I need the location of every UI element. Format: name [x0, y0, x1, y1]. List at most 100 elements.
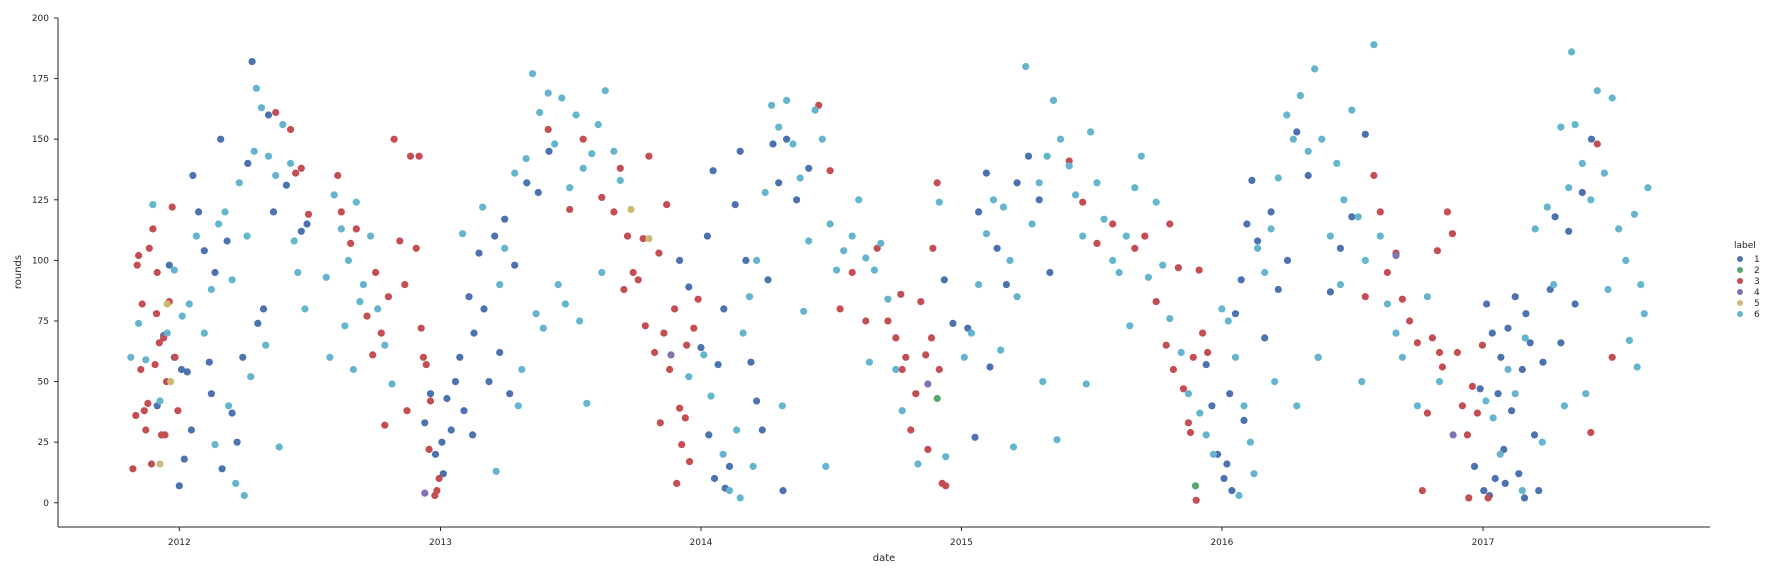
data-point	[372, 268, 380, 277]
data-point	[558, 94, 566, 102]
data-point	[1501, 479, 1509, 487]
data-point	[1267, 225, 1275, 233]
x-tick-label: 2016	[1210, 538, 1233, 548]
data-point	[211, 268, 219, 277]
x-ticks: 2012 2013 2014 2015 2016 2017	[168, 527, 1495, 548]
data-point	[1024, 152, 1033, 160]
data-point	[1504, 365, 1512, 374]
x-axis-label: date	[873, 553, 896, 564]
data-point	[566, 184, 574, 192]
data-point	[140, 407, 148, 415]
data-point	[1515, 470, 1523, 478]
data-point	[1593, 140, 1601, 148]
data-point	[1531, 225, 1539, 233]
data-point	[129, 465, 137, 473]
data-point	[1518, 365, 1526, 374]
x-tick-label: 2017	[1472, 538, 1495, 548]
data-point	[634, 276, 642, 284]
data-point	[1433, 247, 1441, 255]
data-point	[1633, 363, 1641, 371]
data-point	[1354, 213, 1362, 221]
data-point	[736, 494, 744, 502]
data-point	[1413, 339, 1421, 347]
data-point	[501, 215, 509, 223]
data-point	[1489, 414, 1497, 422]
data-point	[1043, 152, 1051, 160]
data-point	[177, 365, 186, 374]
data-point	[1587, 196, 1595, 204]
data-point	[1358, 378, 1366, 386]
data-point	[1340, 196, 1348, 204]
data-point	[435, 474, 443, 483]
data-point	[401, 281, 409, 289]
data-point	[1202, 361, 1210, 369]
data-point	[279, 121, 287, 129]
data-point	[862, 254, 870, 262]
data-point	[1191, 482, 1200, 490]
data-point	[1376, 232, 1384, 240]
data-point	[475, 249, 483, 257]
data-point	[1254, 244, 1262, 252]
y-tick-label: 0	[43, 499, 49, 509]
data-point	[264, 152, 273, 160]
data-point	[511, 261, 519, 269]
data-point	[303, 220, 311, 228]
data-point	[1267, 208, 1275, 216]
data-point	[240, 491, 248, 500]
data-point	[137, 365, 145, 374]
data-point	[163, 300, 171, 308]
data-point	[1550, 281, 1558, 289]
data-point	[818, 135, 826, 143]
data-point	[848, 268, 856, 277]
data-point	[1289, 135, 1297, 143]
legend-marker	[1737, 300, 1743, 306]
data-point	[1202, 431, 1210, 439]
data-point	[330, 191, 338, 199]
data-point	[1131, 244, 1139, 252]
data-point	[147, 460, 156, 468]
data-point	[733, 426, 741, 434]
data-point	[639, 235, 647, 243]
data-point	[545, 147, 553, 155]
x-tick-label: 2012	[168, 538, 191, 548]
data-point	[826, 220, 834, 228]
data-point	[1522, 310, 1530, 318]
data-point	[1250, 470, 1258, 478]
data-point	[1115, 268, 1123, 277]
data-point	[363, 312, 371, 320]
data-point	[153, 268, 161, 277]
data-point	[1240, 416, 1248, 424]
data-point	[1593, 87, 1601, 95]
data-point	[697, 344, 705, 352]
data-point	[1511, 390, 1519, 398]
data-point	[168, 203, 176, 211]
data-point	[433, 487, 441, 495]
data-point	[1521, 334, 1529, 342]
data-point	[352, 225, 360, 233]
data-point	[1518, 487, 1526, 495]
data-point	[1640, 310, 1648, 318]
data-point	[805, 164, 813, 172]
data-point	[870, 266, 879, 274]
data-point	[1383, 300, 1391, 308]
data-point	[367, 232, 375, 240]
data-point	[1578, 159, 1586, 167]
data-point	[884, 317, 892, 325]
legend-label: 4	[1754, 288, 1760, 298]
data-point	[1526, 339, 1534, 347]
data-point	[1169, 365, 1177, 374]
data-point	[244, 159, 252, 167]
data-point	[1006, 256, 1014, 264]
data-point	[1326, 288, 1334, 296]
data-point	[426, 390, 435, 398]
data-point	[287, 125, 295, 134]
data-point	[623, 232, 632, 240]
data-point	[523, 179, 531, 187]
data-point	[1608, 94, 1616, 102]
data-point	[1235, 491, 1243, 500]
data-point	[1560, 402, 1568, 410]
legend-marker	[1737, 289, 1743, 295]
data-point	[341, 322, 349, 330]
data-point	[1013, 293, 1021, 301]
